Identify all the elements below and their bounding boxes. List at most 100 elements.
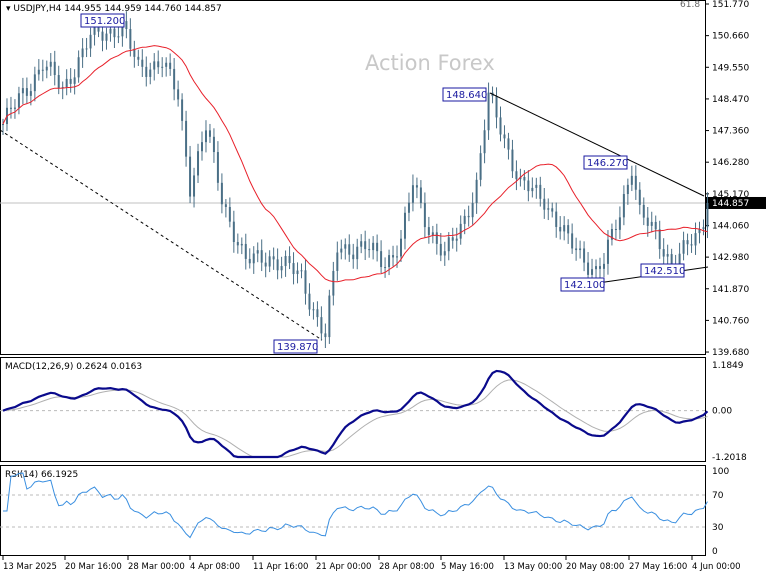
candle-body bbox=[630, 175, 633, 185]
candle-body bbox=[646, 217, 649, 226]
candle-body bbox=[527, 180, 530, 192]
candle-body bbox=[622, 194, 625, 218]
macd-pane bbox=[0, 357, 706, 462]
macd-tick-label: 0.00 bbox=[712, 407, 732, 417]
candle-body bbox=[105, 33, 108, 41]
candle-body bbox=[232, 221, 235, 243]
candle-body bbox=[149, 69, 152, 77]
candle-body bbox=[141, 59, 144, 67]
candle-body bbox=[551, 208, 554, 212]
candle-body bbox=[559, 226, 562, 232]
candle-body bbox=[654, 221, 657, 230]
candle-body bbox=[670, 254, 673, 265]
candle-body bbox=[499, 117, 502, 135]
candle-body bbox=[21, 88, 24, 94]
candle-body bbox=[411, 185, 414, 203]
candle-body bbox=[288, 256, 291, 264]
candle-body bbox=[216, 152, 219, 183]
candle-body bbox=[57, 75, 60, 89]
candle-body bbox=[706, 202, 709, 228]
candle-body bbox=[340, 248, 343, 253]
candle-body bbox=[193, 175, 196, 197]
candle-body bbox=[396, 256, 399, 258]
price-tick-label: 151.770 bbox=[712, 0, 749, 10]
candle-body bbox=[686, 240, 689, 245]
candle-body bbox=[49, 61, 52, 67]
candle-body bbox=[316, 309, 319, 318]
candle-body bbox=[224, 204, 227, 207]
candle-body bbox=[495, 96, 498, 118]
rsi-tick-label: 100 bbox=[712, 467, 729, 477]
time-tick-label: 4 Jun 00:00 bbox=[692, 562, 741, 572]
candle-body bbox=[201, 142, 203, 152]
candle-body bbox=[467, 215, 470, 218]
candle-body bbox=[248, 258, 251, 264]
candle-body bbox=[483, 130, 486, 154]
candle-body bbox=[93, 24, 96, 35]
candle-body bbox=[503, 134, 506, 139]
price-annotation-box bbox=[80, 13, 125, 28]
price-annotation: 148.640 bbox=[446, 90, 487, 101]
price-annotation-box bbox=[273, 339, 318, 354]
candle-body bbox=[571, 233, 574, 249]
candle-body bbox=[599, 266, 601, 269]
candle-body bbox=[372, 242, 375, 251]
candle-body bbox=[547, 208, 550, 210]
candle-body bbox=[403, 212, 406, 239]
candle-body bbox=[447, 237, 450, 252]
candle-body bbox=[25, 88, 28, 96]
candle-body bbox=[435, 232, 438, 244]
candle-body bbox=[280, 266, 283, 271]
candle-body bbox=[523, 176, 526, 181]
candle-body bbox=[252, 253, 255, 264]
candle-body bbox=[137, 56, 140, 60]
price-annotation-box bbox=[583, 155, 628, 170]
candle-body bbox=[121, 21, 124, 37]
candle-body bbox=[463, 215, 466, 224]
candle-body bbox=[642, 204, 645, 218]
candle-body bbox=[400, 238, 402, 257]
candle-body bbox=[169, 62, 172, 69]
candle-body bbox=[487, 92, 490, 131]
candle-body bbox=[33, 74, 36, 92]
candle-body bbox=[439, 243, 442, 256]
candle-body bbox=[113, 28, 116, 38]
candle-body bbox=[618, 217, 621, 230]
candle-body bbox=[208, 130, 211, 137]
candle-body bbox=[634, 175, 637, 190]
candle-body bbox=[662, 249, 665, 257]
macd-tick-label: -1.2018 bbox=[712, 453, 747, 463]
candle-body bbox=[177, 89, 180, 100]
candle-body bbox=[332, 270, 335, 296]
candle-body bbox=[427, 227, 430, 235]
candle-body bbox=[228, 206, 231, 222]
candle-body bbox=[575, 248, 578, 251]
candle-body bbox=[563, 225, 566, 232]
candle-body bbox=[602, 263, 605, 269]
candle-body bbox=[614, 229, 617, 231]
candle-body bbox=[256, 250, 259, 254]
price-annotation: 142.510 bbox=[644, 266, 685, 277]
price-pane bbox=[0, 0, 706, 355]
time-tick-label: 11 Apr 16:00 bbox=[253, 562, 308, 572]
time-tick-label: 20 Mar 16:00 bbox=[65, 562, 122, 572]
candle-body bbox=[129, 29, 132, 49]
candle-body bbox=[380, 251, 383, 268]
candle-body bbox=[423, 203, 426, 228]
candle-body bbox=[181, 99, 184, 121]
candle-body bbox=[658, 229, 661, 250]
candle-body bbox=[328, 295, 331, 338]
candle-body bbox=[702, 227, 705, 230]
candle-body bbox=[161, 66, 164, 68]
candle-body bbox=[308, 293, 311, 310]
price-annotation-box bbox=[560, 277, 605, 292]
candle-body bbox=[236, 242, 239, 246]
candle-body bbox=[376, 242, 379, 252]
candle-body bbox=[220, 182, 223, 205]
price-tick-label: 140.760 bbox=[712, 316, 749, 326]
candle-body bbox=[682, 240, 685, 254]
candle-body bbox=[535, 184, 538, 188]
candle-body bbox=[17, 93, 20, 108]
candle-body bbox=[304, 270, 307, 294]
